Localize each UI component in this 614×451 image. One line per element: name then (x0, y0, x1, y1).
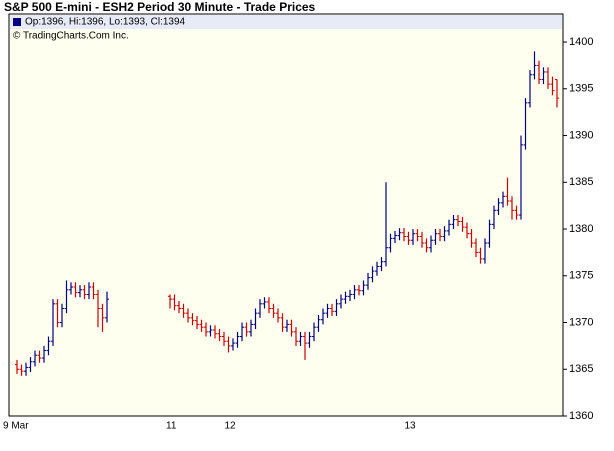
x-tick-label: 12 (225, 421, 237, 432)
copyright: © TradingCharts.Com Inc. (13, 31, 129, 42)
y-tick-label: 1400 (569, 36, 593, 48)
x-tick-label: 13 (405, 421, 417, 432)
y-tick-label: 1380 (569, 223, 593, 235)
x-tick-label: 9 Mar (3, 421, 29, 432)
legend-text: Op:1396, Hi:1396, Lo:1393, Cl:1394 (25, 17, 186, 28)
y-tick-label: 1395 (569, 83, 593, 95)
legend-band (10, 15, 562, 29)
y-tick-label: 1385 (569, 176, 593, 188)
y-tick-label: 1360 (569, 410, 593, 422)
plot-area (8, 13, 564, 417)
y-tick-label: 1370 (569, 316, 593, 328)
x-tick-label: 11 (166, 421, 177, 432)
legend-swatch (13, 18, 21, 26)
chart-title: S&P 500 E-mini - ESH2 Period 30 Minute -… (4, 0, 316, 14)
y-tick-label: 1375 (569, 270, 593, 282)
y-tick-label: 1390 (569, 129, 593, 141)
y-tick-label: 1365 (569, 363, 593, 375)
